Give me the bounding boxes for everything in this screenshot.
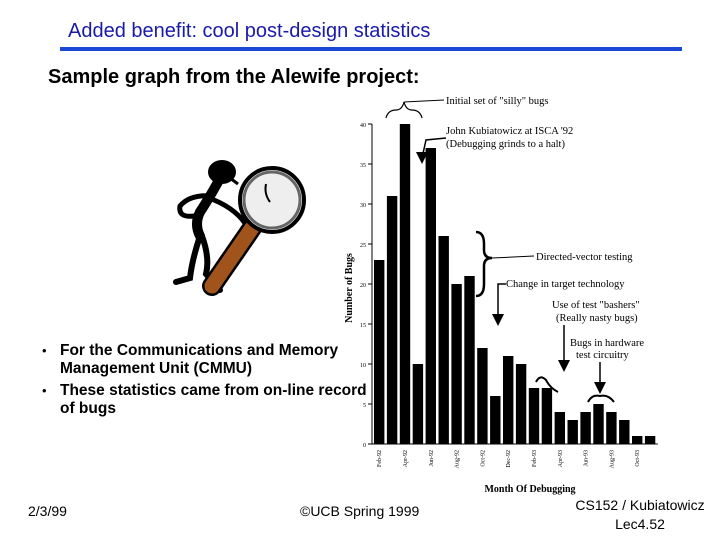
annotation-nasty-bugs: (Really nasty bugs) xyxy=(556,313,638,324)
bar xyxy=(606,412,617,444)
footer-copyright: ©UCB Spring 1999 xyxy=(300,503,420,519)
bar xyxy=(503,356,514,444)
slide-subtitle: Sample graph from the Alewife project: xyxy=(48,66,420,88)
footer-course: CS152 / Kubiatowicz Lec4.52 xyxy=(560,496,720,534)
bullet-text: These statistics came from on-line recor… xyxy=(60,382,367,417)
bar xyxy=(386,196,398,444)
x-tick-label: Oct-92 xyxy=(480,450,486,467)
x-tick-labels: Feb-92 Apr-92 Jun-92 Aug-92 Oct-92 Dec-92 Feb-… xyxy=(377,450,641,468)
bar xyxy=(644,436,656,444)
brace-silly-bugs xyxy=(385,101,423,119)
footer-lecture: Lec4.52 xyxy=(615,516,665,532)
y-tick-label: 30 xyxy=(360,203,366,209)
bar xyxy=(451,284,462,444)
annotation-bashers: Use of test "bashers" xyxy=(552,300,640,311)
bar xyxy=(425,148,436,444)
magnifying-glass-figure-icon xyxy=(173,160,306,296)
x-tick-label: Apr-93 xyxy=(558,450,564,467)
bar xyxy=(554,412,565,444)
bar xyxy=(541,388,553,444)
bar xyxy=(567,420,578,444)
bar xyxy=(632,436,643,444)
bar xyxy=(490,396,501,444)
y-tick-label: 25 xyxy=(360,243,366,249)
y-tick-label: 35 xyxy=(360,163,366,169)
y-tick-label: 5 xyxy=(363,403,366,409)
annotation-hardware-bugs: Bugs in hardware xyxy=(570,338,644,349)
x-axis-label: Month Of Debugging xyxy=(484,484,575,495)
bar xyxy=(438,236,449,444)
bar xyxy=(477,348,488,444)
title-rule xyxy=(60,47,682,51)
x-tick-label: Jun-92 xyxy=(429,450,435,466)
bullet-list: • For the Communications and Memory Mana… xyxy=(42,342,372,422)
y-tick-label: 0 xyxy=(363,443,366,449)
x-tick-label: Aug-93 xyxy=(609,450,615,468)
bullet-glyph: • xyxy=(42,343,47,358)
brace-hardware xyxy=(587,394,615,403)
bullet-item: • These statistics came from on-line rec… xyxy=(42,382,372,418)
annotation-silly-bugs: Initial set of "silly" bugs xyxy=(446,96,548,107)
x-tick-label: Jun-93 xyxy=(584,450,590,466)
y-tick-label: 40 xyxy=(360,123,366,129)
bar xyxy=(399,124,411,444)
bars xyxy=(374,124,656,444)
annotation-isca: John Kubiatowicz at ISCA '92 xyxy=(446,126,573,137)
brace-bashers xyxy=(535,376,559,393)
brace-directed-vector xyxy=(475,230,493,298)
annotation-halt: (Debugging grinds to a halt) xyxy=(446,139,565,150)
x-tick-label: Aug-92 xyxy=(455,450,461,468)
bar xyxy=(515,364,527,444)
arrow-change-target xyxy=(497,283,506,320)
bar xyxy=(528,388,540,444)
y-tick-label: 20 xyxy=(360,283,366,289)
bullet-item: • For the Communications and Memory Mana… xyxy=(42,342,372,378)
annotation-test-circuitry: test circuitry xyxy=(576,350,630,361)
bar xyxy=(580,412,591,444)
y-axis-label: Number of Bugs xyxy=(344,253,355,323)
annotations: Initial set of "silly" bugs John Kubiato… xyxy=(385,96,644,403)
bullet-text: For the Communications and Memory Manage… xyxy=(60,342,339,377)
y-tick-label: 15 xyxy=(360,323,366,329)
bar xyxy=(374,260,385,444)
footer-course-name: CS152 / Kubiatowicz xyxy=(575,497,705,513)
x-tick-label: Feb-93 xyxy=(532,450,538,467)
annotation-directed-vector: Directed-vector testing xyxy=(536,252,633,263)
y-tick-label: 10 xyxy=(360,363,366,369)
slide-title: Added benefit: cool post-design statisti… xyxy=(68,20,431,42)
bug-chart: Number of Bugs Month Of Debugging 0 5 10 15… xyxy=(344,96,658,495)
x-tick-label: Dec-92 xyxy=(506,450,512,468)
bullet-glyph: • xyxy=(42,383,47,398)
x-tick-label: Oct-93 xyxy=(635,450,641,467)
annotation-change-target: Change in target technology xyxy=(506,279,625,290)
bar xyxy=(593,404,604,444)
footer-date: 2/3/99 xyxy=(28,503,67,519)
bar xyxy=(464,276,475,444)
x-tick-label: Apr-92 xyxy=(403,450,409,467)
bar xyxy=(412,364,424,444)
x-tick-label: Feb-92 xyxy=(377,450,383,467)
bar xyxy=(619,420,630,444)
